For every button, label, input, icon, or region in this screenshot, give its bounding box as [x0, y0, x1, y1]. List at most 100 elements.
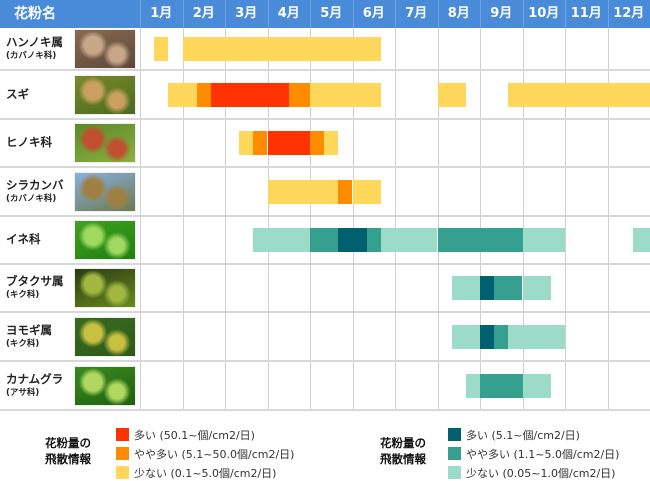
- header-divider: [183, 0, 184, 28]
- row-divider: [0, 409, 650, 411]
- month-header: 3月: [225, 0, 268, 28]
- legend-label: やや多い (5.1~50.0個/cm2/日): [134, 446, 294, 462]
- pollen-bar-high: [268, 131, 311, 155]
- legend-title-line: 花粉量の: [380, 435, 426, 451]
- pollen-bar-mid: [289, 83, 310, 107]
- pollen-name-label: イネ科: [6, 232, 41, 246]
- month-header: 8月: [438, 0, 481, 28]
- pollen-bar-mid: [494, 325, 508, 349]
- month-header: 7月: [395, 0, 438, 28]
- pollen-name-label: スギ: [6, 87, 29, 101]
- pollen-plant-photo: [74, 268, 136, 308]
- pollen-bar-mid: [438, 228, 523, 252]
- legend-swatch-high: [116, 428, 129, 441]
- legend-swatch-mid: [448, 447, 461, 460]
- pollen-bar-low: [466, 374, 480, 398]
- month-gridline: [395, 28, 396, 410]
- month-header: 1月: [140, 0, 183, 28]
- legend-swatch-mid: [116, 447, 129, 460]
- pollen-name: ハンノキ属(カバノキ科): [6, 35, 63, 63]
- header-divider: [438, 0, 439, 28]
- pollen-name: ヒノキ科: [6, 135, 52, 149]
- pollen-plant-photo: [74, 317, 136, 357]
- pollen-bar-low: [154, 37, 168, 61]
- pollen-bar-low: [239, 131, 253, 155]
- pollen-plant-photo: [74, 75, 136, 115]
- pollen-family-label: (カバノキ科): [6, 192, 64, 206]
- pollen-name-label: シラカンバ: [6, 178, 64, 192]
- row-divider: [0, 69, 650, 71]
- row-divider: [0, 118, 650, 120]
- row-divider: [0, 263, 650, 265]
- pollen-bar-low: [508, 325, 565, 349]
- header-divider: [395, 0, 396, 28]
- month-gridline: [140, 28, 141, 410]
- month-header: 5月: [310, 0, 353, 28]
- pollen-bar-mid: [253, 131, 267, 155]
- pollen-bar-high: [480, 276, 494, 300]
- pollen-name-label: カナムグラ: [6, 372, 63, 386]
- pollen-bar-low: [381, 228, 438, 252]
- pollen-bar-mid: [480, 374, 523, 398]
- pollen-bar-high: [211, 83, 289, 107]
- pollen-bar-low: [324, 131, 338, 155]
- pollen-name: ブタクサ属(キク科): [6, 274, 64, 302]
- legend-title: 花粉量の飛散情報: [380, 435, 426, 467]
- header-pollen-name: 花粉名: [0, 0, 140, 28]
- pollen-family-label: (キク科): [6, 337, 52, 351]
- pollen-bar-low: [310, 83, 381, 107]
- header-divider: [225, 0, 226, 28]
- pollen-bar-low: [268, 180, 339, 204]
- pollen-bar-low: [452, 325, 480, 349]
- pollen-name: イネ科: [6, 232, 41, 246]
- legend-title-line: 花粉量の: [45, 435, 91, 451]
- month-header: 10月: [523, 0, 566, 28]
- month-header: 12月: [608, 0, 650, 28]
- month-gridline: [480, 28, 481, 410]
- month-header: 6月: [353, 0, 396, 28]
- pollen-plant-photo: [74, 366, 136, 406]
- header-divider: [523, 0, 524, 28]
- header-divider: [608, 0, 609, 28]
- pollen-bar-high: [480, 325, 494, 349]
- pollen-bar-high: [338, 228, 366, 252]
- pollen-plant-photo: [74, 220, 136, 260]
- row-divider: [0, 215, 650, 217]
- pollen-bar-low: [353, 180, 381, 204]
- pollen-bar-mid: [197, 83, 211, 107]
- row-divider: [0, 360, 650, 362]
- pollen-name: スギ: [6, 87, 29, 101]
- pollen-name: シラカンバ(カバノキ科): [6, 178, 64, 206]
- pollen-family-label: (キク科): [6, 288, 64, 302]
- pollen-name: ヨモギ属(キク科): [6, 323, 52, 351]
- pollen-bar-low: [523, 276, 551, 300]
- pollen-plant-photo: [74, 172, 136, 212]
- legend-label: 多い (5.1~個/cm2/日): [466, 427, 580, 443]
- legend-swatch-low: [448, 466, 461, 479]
- legend-title-line: 飛散情報: [45, 451, 91, 467]
- pollen-bar-low: [438, 83, 466, 107]
- pollen-name-label: ブタクサ属: [6, 274, 64, 288]
- legend-swatch-low: [116, 466, 129, 479]
- pollen-bar-low: [523, 374, 551, 398]
- header-divider: [480, 0, 481, 28]
- header-divider: [565, 0, 566, 28]
- month-header: 4月: [268, 0, 311, 28]
- header-divider: [140, 0, 141, 28]
- pollen-bar-low: [452, 276, 480, 300]
- month-header: 11月: [565, 0, 608, 28]
- header-divider: [268, 0, 269, 28]
- pollen-bar-mid: [494, 276, 522, 300]
- pollen-bar-mid: [367, 228, 381, 252]
- pollen-bar-low: [168, 83, 196, 107]
- pollen-family-label: (カバノキ科): [6, 49, 63, 63]
- legend-label: 多い (50.1~個/cm2/日): [134, 427, 255, 443]
- pollen-bar-low: [523, 228, 566, 252]
- pollen-bar-mid: [310, 228, 338, 252]
- pollen-bar-mid: [338, 180, 352, 204]
- legend-swatch-high: [448, 428, 461, 441]
- pollen-name-label: ヨモギ属: [6, 323, 52, 337]
- pollen-bar-low: [633, 228, 650, 252]
- pollen-name: カナムグラ(アサ科): [6, 372, 63, 400]
